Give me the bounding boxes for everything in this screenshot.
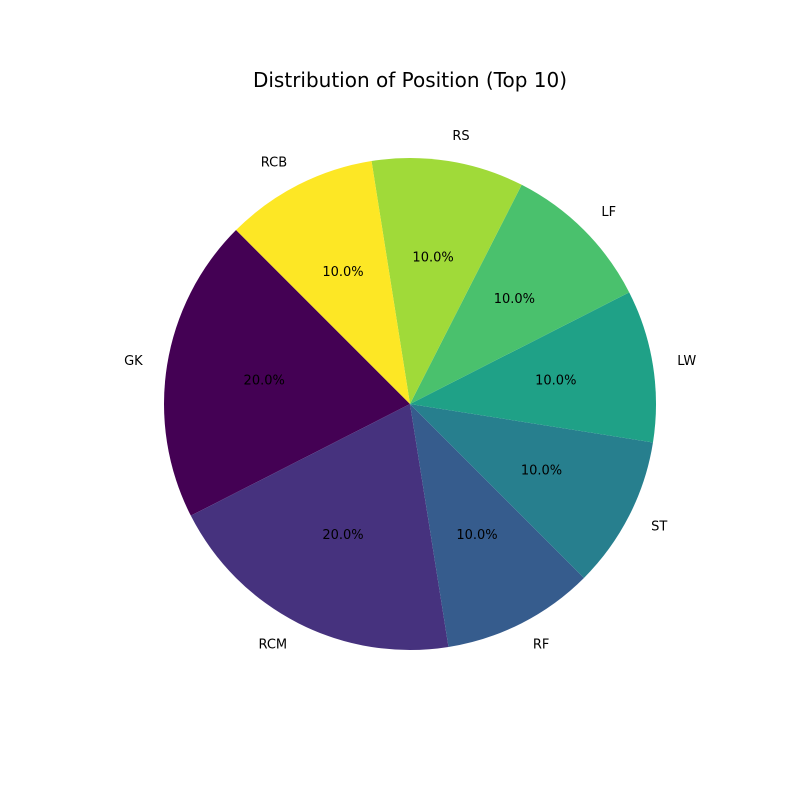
slice-label-rcm: RCM bbox=[258, 638, 287, 653]
pie-slice-st bbox=[410, 404, 653, 578]
pct-label-rcm: 20.0% bbox=[322, 528, 363, 543]
pie-slice-rf bbox=[410, 404, 584, 647]
pie-slice-rcb bbox=[236, 161, 410, 404]
pct-label-st: 10.0% bbox=[521, 464, 562, 479]
slice-label-lf: LF bbox=[601, 205, 616, 220]
pct-label-gk: 20.0% bbox=[244, 373, 285, 388]
pct-label-rf: 10.0% bbox=[456, 528, 497, 543]
pct-label-lf: 10.0% bbox=[494, 292, 535, 307]
pct-label-lw: 10.0% bbox=[535, 373, 576, 388]
pct-label-rcb: 10.0% bbox=[322, 265, 363, 280]
pie-slice-rcm bbox=[190, 404, 449, 651]
chart-title: Distribution of Position (Top 10) bbox=[253, 68, 567, 92]
slice-label-rcb: RCB bbox=[261, 155, 287, 170]
pie-slice-rs bbox=[371, 158, 522, 404]
slice-label-rf: RF bbox=[533, 638, 550, 653]
slice-label-lw: LW bbox=[677, 354, 696, 369]
pie-labels: GK 20.0% RCM 20.0% RF 10.0% ST 10.0% LW 10.0% LF 10… bbox=[124, 129, 696, 652]
pie-slices bbox=[164, 158, 656, 651]
slice-label-rs: RS bbox=[452, 129, 469, 144]
pie-slice-gk bbox=[164, 230, 410, 516]
pie-slice-lw bbox=[410, 292, 656, 443]
pie-slice-lf bbox=[410, 184, 630, 404]
slice-label-gk: GK bbox=[124, 354, 143, 369]
slice-label-st: ST bbox=[651, 519, 667, 534]
pct-label-rs: 10.0% bbox=[412, 251, 453, 266]
